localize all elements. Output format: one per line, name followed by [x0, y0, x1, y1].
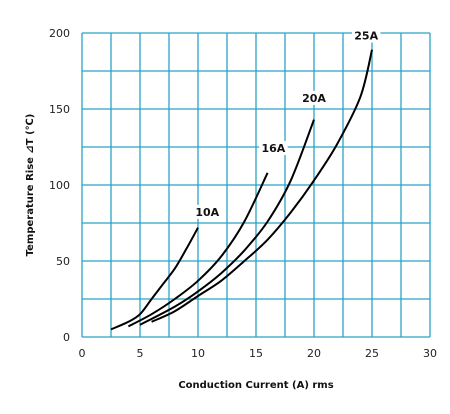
series-label-10A: 10A [195, 206, 219, 219]
y-tick-label: 200 [49, 27, 70, 40]
x-tick-label: 10 [191, 347, 205, 360]
x-tick-label: 15 [249, 347, 263, 360]
series-label-bg [193, 204, 222, 219]
y-tick-label: 0 [63, 331, 70, 344]
y-tick-label: 150 [49, 103, 70, 116]
series-line-16A [127, 172, 269, 328]
x-tick-label: 25 [365, 347, 379, 360]
series-label-bg [351, 28, 381, 43]
grid [81, 32, 431, 338]
series-label-20A: 20A [302, 92, 326, 105]
y-tick-label: 100 [49, 179, 70, 192]
series-labels: 10A 16A 20A 25A [193, 28, 381, 219]
tick-labels: 0 5 10 15 20 25 30 0 50 100 150 200 [49, 27, 437, 360]
x-tick-label: 0 [79, 347, 86, 360]
series-label-bg [259, 141, 288, 156]
x-tick-label: 30 [423, 347, 437, 360]
y-axis-title: Temperature Rise ⊿T (℃) [25, 114, 36, 257]
x-tick-label: 5 [137, 347, 144, 360]
x-tick-label: 20 [307, 347, 321, 360]
series-line-25A [151, 49, 373, 323]
x-axis-title: Conduction Current (A) rms [178, 380, 333, 391]
series-label-16A: 16A [261, 142, 285, 155]
series-line-10A [110, 227, 199, 331]
y-tick-label: 50 [56, 255, 70, 268]
series-line-20A [139, 119, 315, 326]
series-label-bg [299, 90, 329, 105]
series-label-25A: 25A [354, 30, 378, 43]
series-lines [110, 49, 373, 331]
